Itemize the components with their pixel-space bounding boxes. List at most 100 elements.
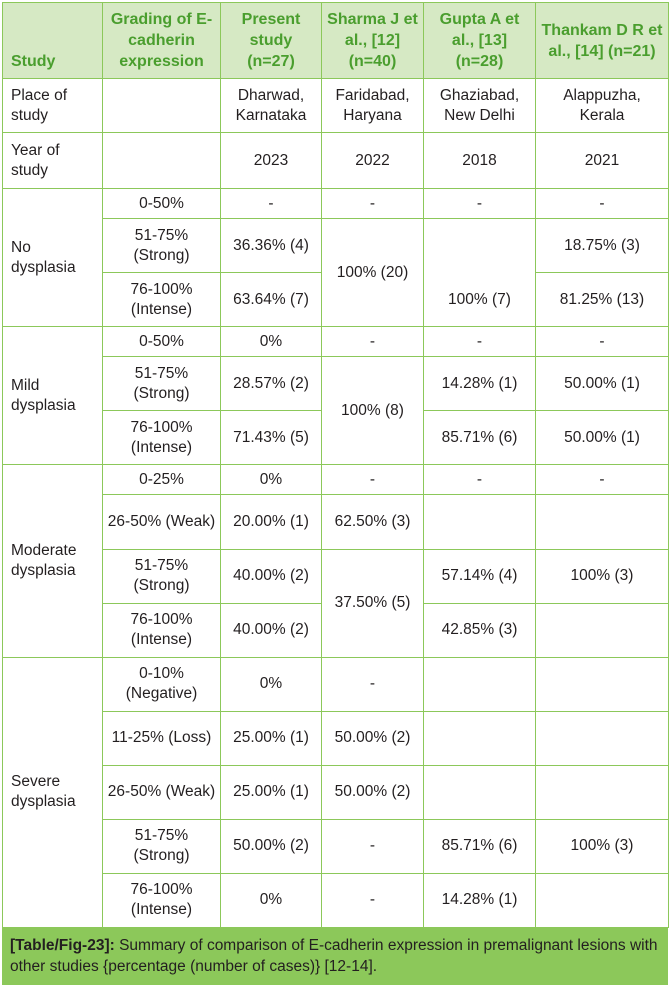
cell: 0% [220, 326, 322, 358]
cell: - [423, 188, 536, 220]
caption-text: Summary of comparison of E-cadherin expr… [10, 937, 658, 975]
header-gupta: Gupta A et al., [13] (n=28) [423, 2, 536, 79]
caption-label: [Table/Fig-23]: [10, 937, 115, 954]
empty-cell [535, 656, 669, 712]
cell: 14.28% (1) [423, 356, 536, 412]
grade-cell: 26-50% (Weak) [102, 764, 221, 820]
table-row: No dysplasia 0-50% - - - - [2, 188, 669, 328]
cell: - [535, 188, 669, 220]
grade-cell: 76-100% (Intense) [102, 410, 221, 466]
table-row: 51-75% (Strong) 50.00% (2) - 85.71% (6) … [3, 818, 669, 874]
cell: - [321, 326, 424, 358]
empty-cell [423, 656, 536, 712]
table-row: Severe dysplasia 0-10% (Negative) 0% - [2, 656, 669, 929]
table-row: Moderate dysplasia 0-25% 0% - - - [2, 464, 669, 658]
cell: 42.85% (3) [423, 602, 536, 658]
cell: Alappuzha, Kerala [535, 77, 669, 134]
cell: 50.00% (1) [535, 356, 669, 412]
grade-cell: 0-50% [102, 188, 221, 220]
cell: - [423, 464, 536, 496]
table-row: 51-75% (Strong) 36.36% (4) 100% (20) 100… [3, 218, 669, 328]
grade-cell: 76-100% (Intense) [102, 272, 221, 328]
empty-cell [423, 494, 536, 550]
cell: 25.00% (1) [220, 764, 322, 820]
grade-cell: 11-25% (Loss) [102, 710, 221, 766]
cell: 50.00% (2) [321, 710, 424, 766]
grade-cell: 51-75% (Strong) [102, 356, 221, 412]
empty-cell [535, 710, 669, 766]
empty-cell [535, 872, 669, 929]
table-row: 76-100% (Intense) 71.43% (5) 85.71% (6) … [3, 410, 669, 466]
cell: 2023 [220, 132, 322, 190]
cell: 100% (3) [535, 548, 669, 604]
cell: - [423, 326, 536, 358]
header-row: Study Grading of E-cadherin expression P… [2, 2, 669, 79]
cell: 40.00% (2) [220, 602, 322, 658]
merged-cell: 100% (8) [321, 356, 424, 466]
empty-cell [423, 764, 536, 820]
table-row: 76-100% (Intense) 63.64% (7) 81.25% (13) [3, 272, 669, 328]
cell: 71.43% (5) [220, 410, 322, 466]
cell: 20.00% (1) [220, 494, 322, 550]
header-thankam: Thankam D R et al., [14] (n=21) [535, 2, 669, 79]
cell: 100% (3) [535, 818, 669, 874]
grade-cell: 26-50% (Weak) [102, 494, 221, 550]
grade-cell: 76-100% (Intense) [102, 872, 221, 929]
empty-cell [535, 764, 669, 820]
cell: - [321, 872, 424, 929]
group-label-no-dysplasia: No dysplasia [2, 188, 103, 328]
cell: 18.75% (3) [535, 218, 669, 274]
cell: 85.71% (6) [423, 818, 536, 874]
grade-cell: 51-75% (Strong) [102, 218, 221, 274]
comparison-table: Study Grading of E-cadherin expression P… [2, 2, 669, 929]
table-row: 76-100% (Intense) 0% - 14.28% (1) [3, 872, 669, 929]
cell: 0% [220, 656, 322, 712]
cell: - [321, 464, 424, 496]
cell: - [321, 656, 424, 712]
group-label-mild-dysplasia: Mild dysplasia [2, 326, 103, 466]
cell: - [535, 326, 669, 358]
cell: 25.00% (1) [220, 710, 322, 766]
header-present-study: Present study (n=27) [220, 2, 322, 79]
group-label-severe-dysplasia: Severe dysplasia [2, 656, 103, 929]
cell: 50.00% (1) [535, 410, 669, 466]
empty-cell [102, 77, 221, 134]
cell: 2021 [535, 132, 669, 190]
cell: 0% [220, 464, 322, 496]
cell: 57.14% (4) [423, 548, 536, 604]
header-sharma: Sharma J et al., [12] (n=40) [321, 2, 424, 79]
table-row: 11-25% (Loss) 25.00% (1) 50.00% (2) [3, 710, 669, 766]
cell: - [535, 464, 669, 496]
table-row: 26-50% (Weak) 20.00% (1) 62.50% (3) [3, 494, 669, 550]
table-caption: [Table/Fig-23]: Summary of comparison of… [2, 928, 668, 985]
cell: - [220, 188, 322, 220]
grade-cell: 0-25% [102, 464, 221, 496]
cell: Faridabad, Haryana [321, 77, 424, 134]
table-row: 51-75% (Strong) 28.57% (2) 100% (8) 14.2… [3, 356, 669, 466]
cell: 0% [220, 872, 322, 929]
table-row: Place of study Dharwad, Karnataka Farida… [2, 77, 669, 134]
merged-cell: 37.50% (5) [321, 548, 424, 658]
cell: 63.64% (7) [220, 272, 322, 328]
cell: 2022 [321, 132, 424, 190]
cell: 81.25% (13) [535, 272, 669, 328]
cell: 50.00% (2) [220, 818, 322, 874]
cell: 2018 [423, 132, 536, 190]
merged-cell: 100% (7) [423, 218, 536, 328]
cell: 40.00% (2) [220, 548, 322, 604]
table-row: 26-50% (Weak) 25.00% (1) 50.00% (2) [3, 764, 669, 820]
group-label-moderate-dysplasia: Moderate dysplasia [2, 464, 103, 658]
header-grading: Grading of E-cadherin expression [102, 2, 221, 79]
table-row: 76-100% (Intense) 40.00% (2) 42.85% (3) [3, 602, 669, 658]
cell: 50.00% (2) [321, 764, 424, 820]
grade-cell: 51-75% (Strong) [102, 818, 221, 874]
header-study: Study [2, 2, 103, 79]
grade-cell: 76-100% (Intense) [102, 602, 221, 658]
grade-cell: 0-50% [102, 326, 221, 358]
empty-cell [535, 602, 669, 658]
empty-cell [102, 132, 221, 190]
table-row: Year of study 2023 2022 2018 2021 [2, 132, 669, 190]
row-label-year: Year of study [2, 132, 103, 190]
cell: 28.57% (2) [220, 356, 322, 412]
